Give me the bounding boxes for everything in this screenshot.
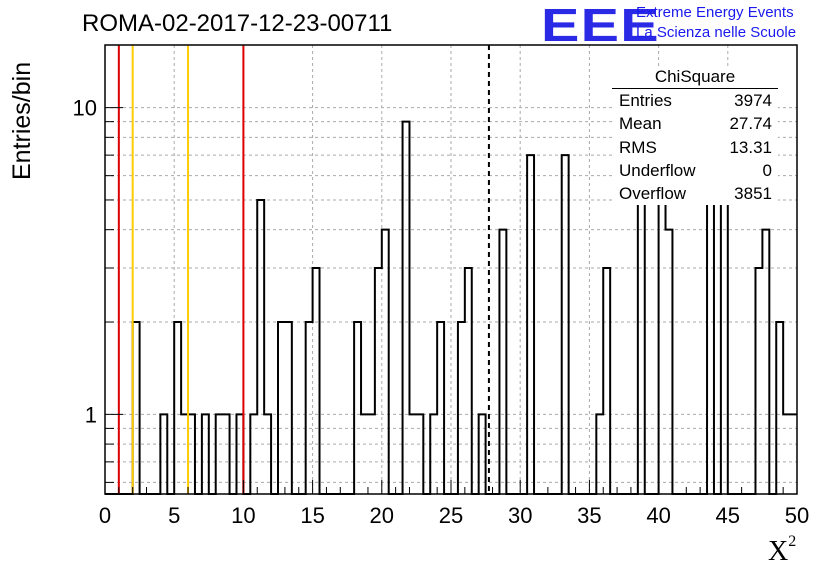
x-axis-label-superscript: 2	[788, 532, 797, 550]
stats-label: Underflow	[619, 160, 696, 180]
x-tick-label: 5	[168, 503, 180, 528]
stats-value: 13.31	[729, 137, 772, 157]
stats-value: 3974	[734, 91, 772, 110]
stats-label: Mean	[619, 114, 662, 134]
y-axis-label: Entries/bin	[8, 61, 36, 180]
y-tick-label: 10	[73, 96, 97, 121]
stats-row-mean: Mean 27.74	[612, 112, 778, 135]
stats-value: 27.74	[729, 114, 772, 134]
stats-label: Entries	[619, 91, 672, 110]
eee-logo: EEE	[541, 0, 660, 51]
stats-label: RMS	[619, 137, 657, 157]
x-tick-label: 15	[300, 503, 324, 528]
stats-label: Overflow	[619, 184, 687, 204]
stats-row-rms: RMS 13.31	[612, 136, 778, 159]
x-tick-label: 50	[785, 503, 809, 528]
x-tick-label: 30	[508, 503, 532, 528]
chart-title: ROMA-02-2017-12-23-00711	[82, 10, 393, 37]
logo-line-2: La Scienza nelle Scuole	[636, 24, 797, 41]
x-tick-label: 0	[99, 503, 111, 528]
x-tick-label: 35	[577, 503, 601, 528]
stats-title: ChiSquare	[612, 66, 778, 89]
stats-row-underflow: Underflow 0	[612, 159, 778, 182]
logo-line-1: Extreme Energy Events	[636, 4, 794, 21]
x-tick-label: 40	[646, 503, 670, 528]
x-tick-label: 20	[370, 503, 394, 528]
stats-row-overflow: Overflow 3851	[612, 182, 778, 205]
stats-row-entries: Entries 3974	[612, 89, 778, 112]
x-tick-label: 45	[716, 503, 740, 528]
x-tick-label: 25	[439, 503, 463, 528]
x-axis-label-text: X	[768, 536, 789, 567]
stats-value: 3851	[734, 184, 772, 204]
stats-value: 0	[762, 160, 772, 180]
y-tick-label: 1	[85, 402, 97, 427]
stats-box: ChiSquare Entries 3974 Mean 27.74 RMS 13.31…	[612, 66, 778, 206]
x-tick-label: 10	[231, 503, 255, 528]
x-axis-label: X2	[768, 532, 797, 568]
